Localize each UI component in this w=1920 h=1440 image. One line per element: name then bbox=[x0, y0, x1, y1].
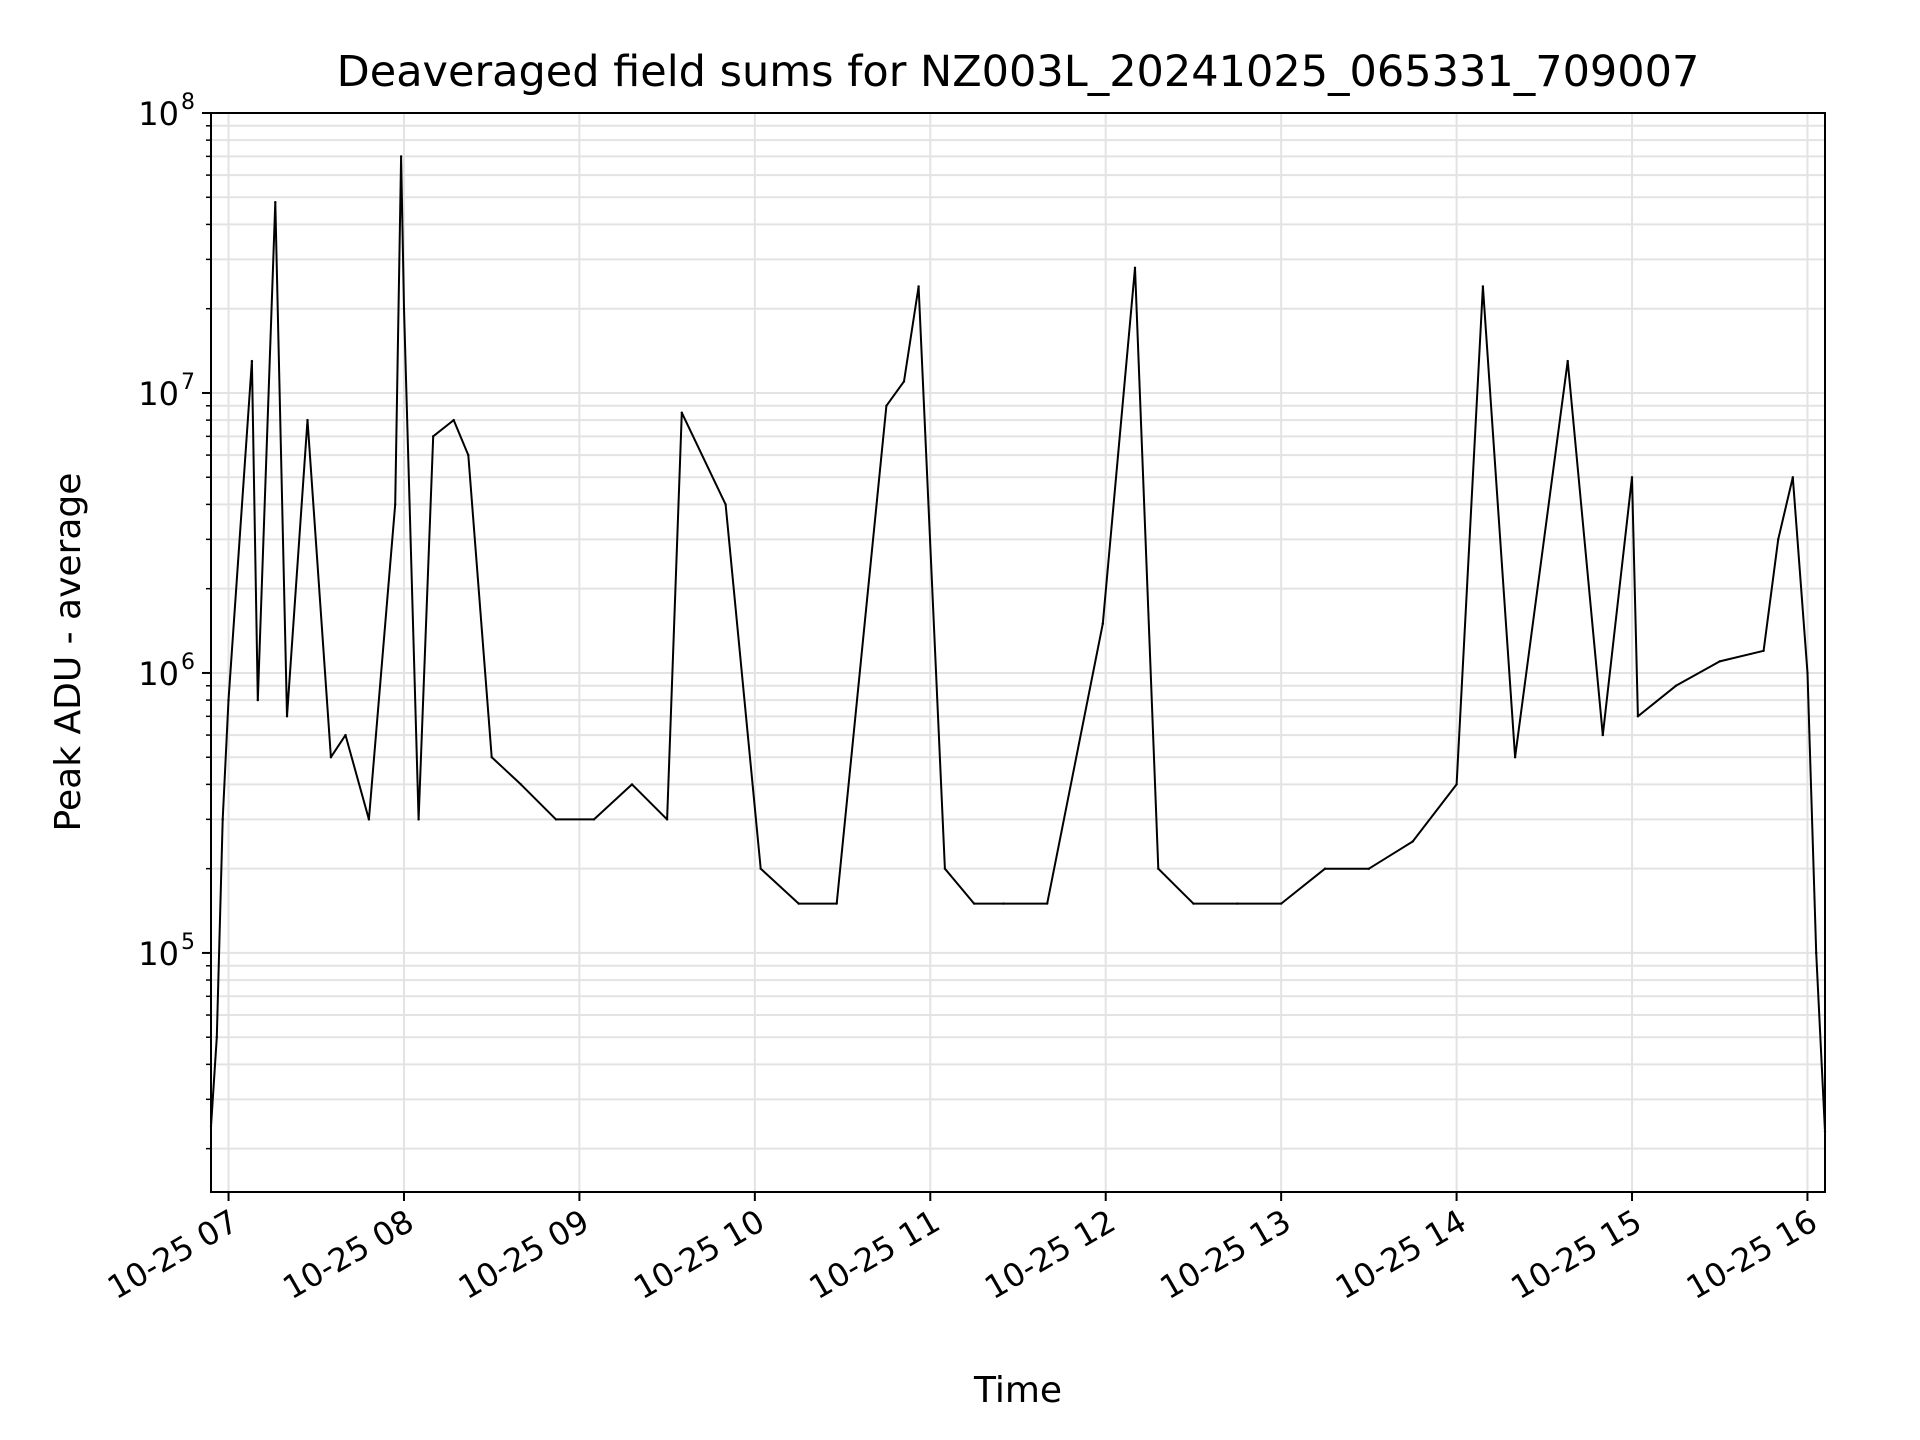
data-point bbox=[592, 818, 596, 821]
y-tick-label-exponent: 7 bbox=[181, 370, 195, 395]
data-point bbox=[972, 902, 976, 905]
data-point bbox=[1002, 902, 1005, 905]
data-point bbox=[835, 902, 838, 905]
data-point bbox=[680, 411, 683, 414]
data-point bbox=[227, 698, 230, 702]
data-point bbox=[1411, 840, 1414, 843]
data-point bbox=[256, 698, 259, 702]
data-point bbox=[399, 155, 403, 158]
y-tick-label-exponent: 6 bbox=[181, 650, 195, 675]
data-point bbox=[943, 867, 947, 870]
data-point bbox=[759, 867, 762, 870]
data-point bbox=[1791, 476, 1795, 479]
data-point bbox=[1762, 649, 1765, 652]
y-tick-label: 10 bbox=[138, 655, 179, 693]
data-point bbox=[902, 380, 906, 383]
data-point bbox=[1367, 867, 1371, 870]
data-point bbox=[467, 453, 470, 457]
data-point bbox=[630, 783, 634, 786]
data-point bbox=[1674, 684, 1678, 687]
data-point bbox=[1636, 715, 1640, 718]
data-point bbox=[394, 503, 397, 506]
data-point bbox=[1718, 660, 1721, 663]
y-tick-label: 10 bbox=[138, 375, 179, 413]
data-point bbox=[665, 818, 669, 821]
data-point bbox=[432, 435, 435, 438]
y-axis-title: Peak ADU - average bbox=[48, 473, 89, 832]
data-point bbox=[724, 503, 727, 506]
data-point bbox=[519, 783, 523, 786]
data-point bbox=[1815, 951, 1818, 955]
data-point bbox=[1777, 538, 1780, 541]
data-point bbox=[797, 902, 800, 905]
data-point bbox=[1513, 756, 1517, 759]
data-point bbox=[215, 1036, 218, 1039]
y-tick-label: 10 bbox=[138, 95, 179, 133]
data-point bbox=[285, 715, 289, 718]
data-point bbox=[1806, 671, 1809, 675]
data-point bbox=[417, 818, 420, 821]
data-point bbox=[344, 733, 347, 737]
data-point bbox=[1455, 783, 1458, 786]
data-point bbox=[1236, 902, 1239, 905]
data-point bbox=[329, 756, 333, 759]
plot-frame bbox=[210, 112, 1826, 1193]
data-point bbox=[367, 818, 371, 821]
chart-title: Deaveraged field sums for NZ003L_2024102… bbox=[337, 47, 1700, 97]
data-point bbox=[1101, 622, 1105, 625]
x-axis-title: Time bbox=[973, 1370, 1062, 1411]
data-point bbox=[885, 404, 888, 407]
data-point bbox=[1157, 867, 1160, 870]
data-point bbox=[402, 307, 406, 310]
data-point bbox=[1566, 359, 1569, 363]
data-point bbox=[1481, 285, 1485, 288]
data-point bbox=[1601, 733, 1605, 737]
data-point bbox=[1046, 902, 1049, 905]
data-point bbox=[250, 359, 254, 363]
data-point bbox=[554, 818, 558, 821]
data-point bbox=[490, 756, 493, 759]
data-point bbox=[452, 418, 455, 422]
data-point bbox=[1280, 902, 1283, 905]
y-tick-label: 10 bbox=[138, 935, 179, 973]
data-point bbox=[1192, 902, 1195, 905]
data-point bbox=[274, 201, 277, 204]
data-point bbox=[306, 418, 309, 422]
data-point bbox=[1133, 266, 1137, 269]
data-point bbox=[917, 285, 920, 288]
data-point bbox=[1630, 476, 1634, 479]
data-point bbox=[1323, 867, 1327, 870]
data-point bbox=[221, 818, 224, 821]
series-layer bbox=[209, 155, 1827, 1133]
grid-lines bbox=[211, 112, 1825, 1192]
y-tick-label-exponent: 8 bbox=[181, 90, 195, 115]
y-tick-label-exponent: 5 bbox=[181, 930, 195, 955]
